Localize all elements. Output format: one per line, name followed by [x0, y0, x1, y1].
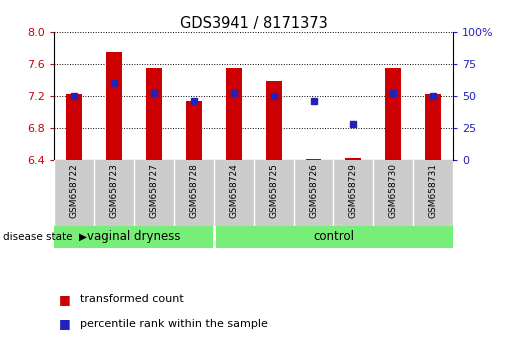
Text: GSM658726: GSM658726 [309, 163, 318, 218]
Bar [106, 52, 122, 160]
Bar [305, 159, 321, 160]
Text: GSM658730: GSM658730 [389, 163, 398, 218]
Text: GSM658724: GSM658724 [229, 163, 238, 218]
Text: GSM658731: GSM658731 [429, 163, 438, 218]
Title: GDS3941 / 8171373: GDS3941 / 8171373 [180, 16, 328, 31]
Text: percentile rank within the sample: percentile rank within the sample [80, 319, 268, 329]
Text: disease state  ▶: disease state ▶ [3, 232, 87, 242]
Text: GSM658727: GSM658727 [149, 163, 158, 218]
Bar [146, 68, 162, 160]
Bar [425, 94, 441, 160]
Text: vaginal dryness: vaginal dryness [87, 230, 181, 243]
Bar [186, 101, 202, 160]
Text: ■: ■ [59, 293, 71, 306]
Bar [385, 68, 401, 160]
Bar [226, 68, 242, 160]
Bar [346, 158, 362, 160]
Text: GSM658722: GSM658722 [70, 163, 78, 218]
Text: GSM658729: GSM658729 [349, 163, 358, 218]
Bar [54, 225, 214, 248]
Bar [66, 94, 82, 160]
Text: control: control [313, 230, 354, 243]
Text: GSM658725: GSM658725 [269, 163, 278, 218]
Text: ■: ■ [59, 318, 71, 330]
Text: GSM658723: GSM658723 [110, 163, 118, 218]
Text: GSM658728: GSM658728 [190, 163, 198, 218]
Bar [266, 81, 282, 160]
Text: transformed count: transformed count [80, 294, 183, 304]
Bar [214, 225, 453, 248]
